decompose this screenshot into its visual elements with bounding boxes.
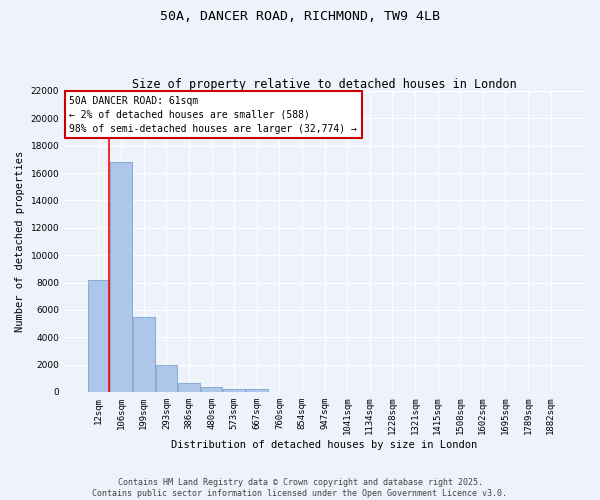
Bar — [223, 388, 245, 392]
Text: 50A DANCER ROAD: 61sqm
← 2% of detached houses are smaller (588)
98% of semi-det: 50A DANCER ROAD: 61sqm ← 2% of detached … — [70, 96, 357, 134]
Bar — [155, 366, 177, 392]
X-axis label: Distribution of detached houses by size in London: Distribution of detached houses by size … — [172, 440, 478, 450]
Bar — [110, 162, 132, 392]
Bar — [246, 390, 268, 392]
Bar — [133, 318, 155, 392]
Title: Size of property relative to detached houses in London: Size of property relative to detached ho… — [132, 78, 517, 91]
Y-axis label: Number of detached properties: Number of detached properties — [15, 151, 25, 332]
Text: Contains HM Land Registry data © Crown copyright and database right 2025.
Contai: Contains HM Land Registry data © Crown c… — [92, 478, 508, 498]
Bar — [178, 382, 200, 392]
Bar — [88, 280, 109, 392]
Text: 50A, DANCER ROAD, RICHMOND, TW9 4LB: 50A, DANCER ROAD, RICHMOND, TW9 4LB — [160, 10, 440, 23]
Bar — [201, 387, 223, 392]
